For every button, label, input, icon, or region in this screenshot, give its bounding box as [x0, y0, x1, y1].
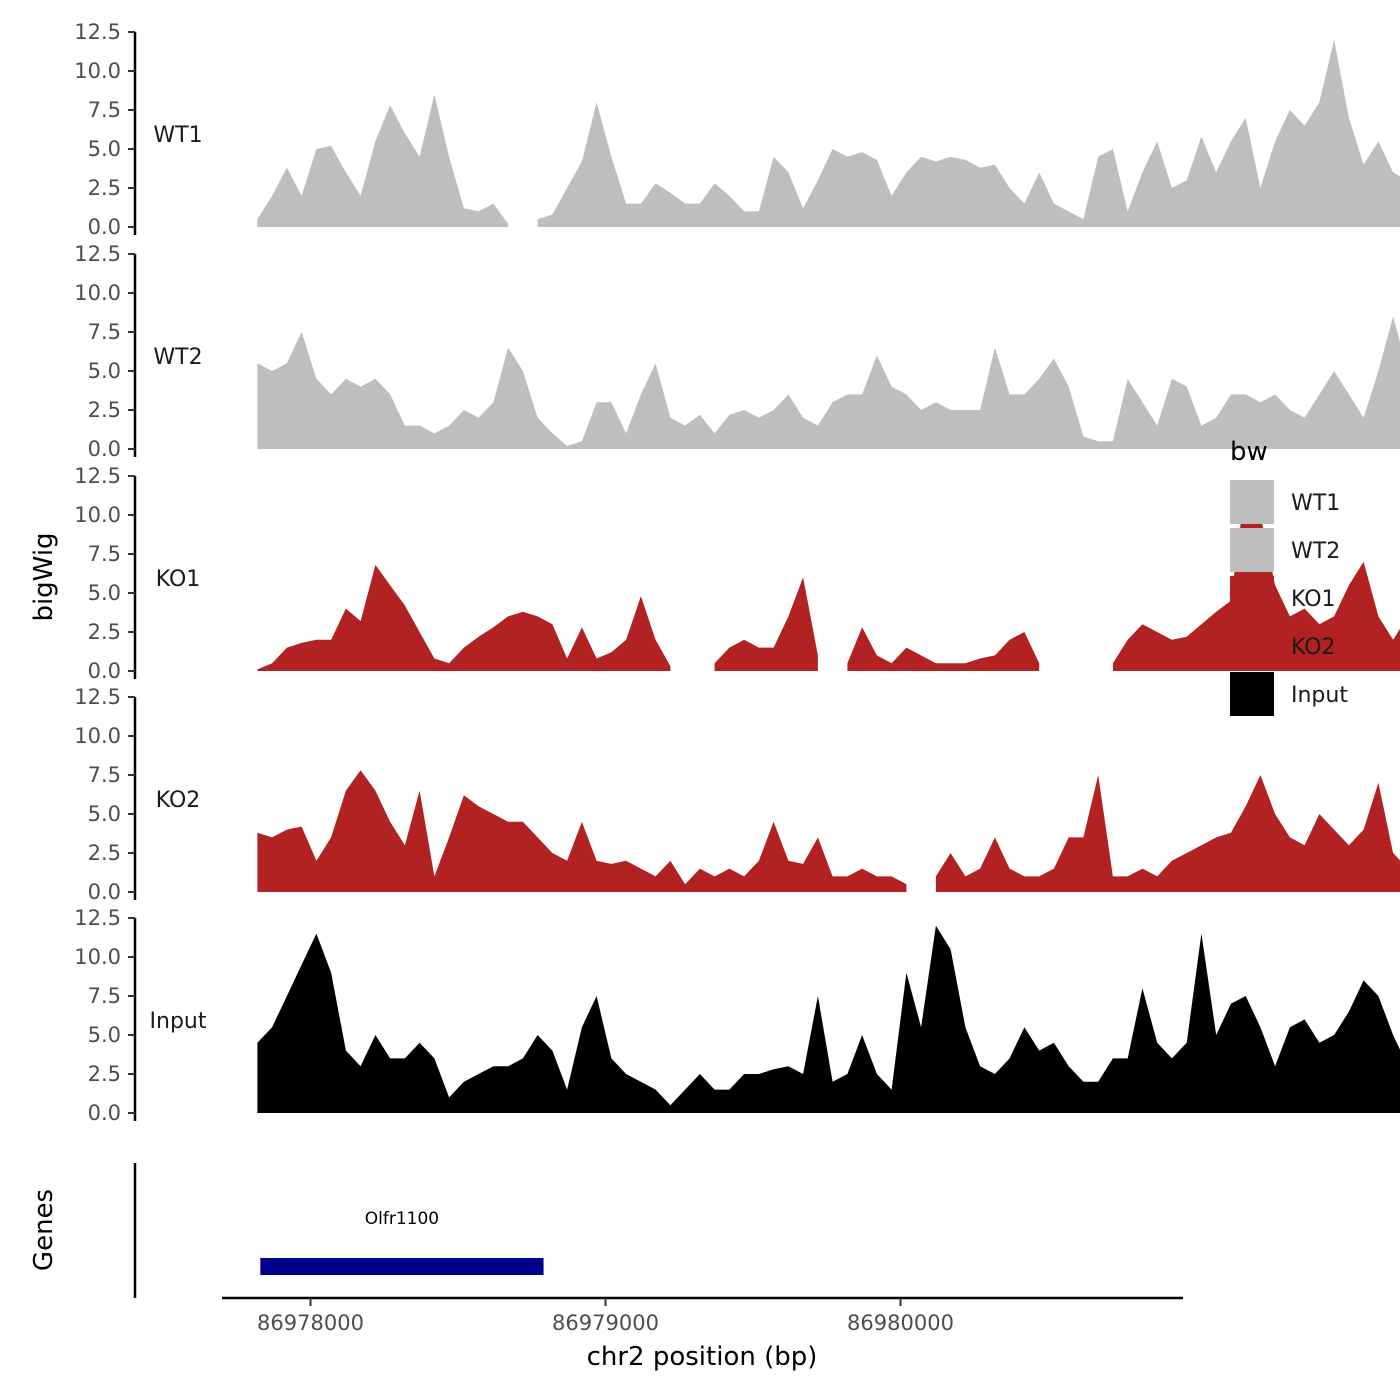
y-tick-label-wt1-5: 12.5: [74, 20, 121, 44]
area-wt2-segment-0: [257, 316, 1400, 449]
area-ko1-segment-1: [714, 577, 818, 671]
legend-key-wt2: [1230, 528, 1274, 572]
track-label-wt1: WT1: [153, 123, 202, 148]
legend-label-input: Input: [1291, 683, 1348, 708]
y-tick-label-wt1-0: 0.0: [88, 215, 121, 239]
y-tick-label-wt1-1: 2.5: [88, 176, 121, 200]
area-ko2-segment-0: [257, 770, 907, 892]
y-tick-label-wt1-4: 10.0: [74, 59, 121, 83]
area-ko1-segment-0: [257, 564, 671, 671]
panel-ko1: 0.0 2.5 5.0 7.5 10.0 12.5 KO1: [74, 464, 1400, 683]
area-wt1-segment-0: [257, 94, 509, 228]
y-tick-label-ko2-5: 12.5: [74, 685, 121, 709]
y-tick-label-input-4: 10.0: [74, 945, 121, 969]
legend: bw WT1 WT2 KO1 KO2 Input: [1230, 437, 1348, 716]
track-label-ko2: KO2: [156, 788, 201, 813]
panel-wt2: 0.0 2.5 5.0 7.5 10.0 12.5 WT2: [74, 242, 1400, 461]
y-tick-label-wt1-3: 7.5: [88, 98, 121, 122]
gene-track: Genes Olfr1100: [29, 1163, 544, 1298]
y-tick-label-ko1-2: 5.0: [88, 581, 121, 605]
y-tick-label-ko1-4: 10.0: [74, 503, 121, 527]
y-tick-label-wt2-0: 0.0: [88, 437, 121, 461]
legend-key-wt1: [1230, 480, 1274, 524]
legend-key-ko1: [1230, 576, 1274, 620]
legend-label-wt2: WT2: [1291, 539, 1340, 564]
x-tick-label-0: 86978000: [257, 1311, 364, 1335]
gene-label-olfr1100: Olfr1100: [365, 1209, 439, 1229]
y-tick-label-ko2-0: 0.0: [88, 880, 121, 904]
x-axis: 86978000 86979000 86980000: [222, 1296, 1183, 1335]
y-tick-label-ko1-1: 2.5: [88, 620, 121, 644]
y-tick-label-input-5: 12.5: [74, 906, 121, 930]
bigwig-panels: 0.0 2.5 5.0 7.5 10.0 12.5 WT1 0.0 2.5 5.0 7.5 10.0 1…: [74, 20, 1400, 1125]
track-label-ko1: KO1: [156, 567, 201, 592]
y-axis-title: bigWig: [29, 532, 59, 621]
y-tick-label-ko2-4: 10.0: [74, 724, 121, 748]
area-input-segment-0: [257, 925, 1400, 1113]
y-tick-label-wt2-3: 7.5: [88, 320, 121, 344]
track-label-wt2: WT2: [153, 345, 202, 370]
y-tick-label-ko2-2: 5.0: [88, 802, 121, 826]
x-axis-title: chr2 position (bp): [587, 1342, 818, 1372]
y-tick-label-input-3: 7.5: [88, 984, 121, 1008]
y-tick-label-wt2-1: 2.5: [88, 398, 121, 422]
y-tick-label-ko1-5: 12.5: [74, 464, 121, 488]
area-ko2-segment-1: [935, 775, 1400, 892]
x-tick-label-1: 86979000: [552, 1311, 659, 1335]
y-tick-label-ko1-3: 7.5: [88, 542, 121, 566]
legend-label-wt1: WT1: [1291, 491, 1340, 516]
y-tick-label-ko2-3: 7.5: [88, 763, 121, 787]
y-tick-label-ko2-1: 2.5: [88, 841, 121, 865]
y-tick-label-input-1: 2.5: [88, 1062, 121, 1086]
y-tick-label-wt1-2: 5.0: [88, 137, 121, 161]
gene-bar-olfr1100: [260, 1258, 544, 1275]
y-tick-label-wt2-4: 10.0: [74, 281, 121, 305]
panel-wt1: 0.0 2.5 5.0 7.5 10.0 12.5 WT1: [74, 20, 1400, 239]
area-ko1-segment-2: [847, 627, 1040, 671]
gene-track-title: Genes: [29, 1189, 59, 1271]
y-tick-label-ko1-0: 0.0: [88, 659, 121, 683]
y-tick-label-input-2: 5.0: [88, 1023, 121, 1047]
y-tick-label-input-0: 0.0: [88, 1101, 121, 1125]
x-tick-label-2: 86980000: [847, 1311, 954, 1335]
track-label-input: Input: [150, 1009, 207, 1034]
panel-ko2: 0.0 2.5 5.0 7.5 10.0 12.5 KO2: [74, 685, 1400, 904]
legend-key-ko2: [1230, 624, 1274, 668]
panel-input: 0.0 2.5 5.0 7.5 10.0 12.5 Input: [74, 906, 1400, 1125]
legend-title: bw: [1230, 437, 1268, 467]
legend-key-input: [1230, 672, 1274, 716]
legend-label-ko2: KO2: [1291, 635, 1336, 660]
area-wt1-segment-1: [537, 39, 1400, 227]
legend-label-ko1: KO1: [1291, 587, 1336, 612]
y-tick-label-wt2-2: 5.0: [88, 359, 121, 383]
y-tick-label-wt2-5: 12.5: [74, 242, 121, 266]
